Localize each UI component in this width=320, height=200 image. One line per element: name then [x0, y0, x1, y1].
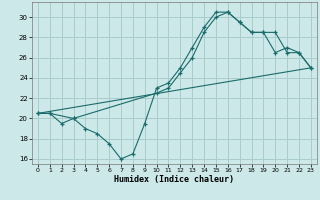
X-axis label: Humidex (Indice chaleur): Humidex (Indice chaleur): [115, 175, 234, 184]
